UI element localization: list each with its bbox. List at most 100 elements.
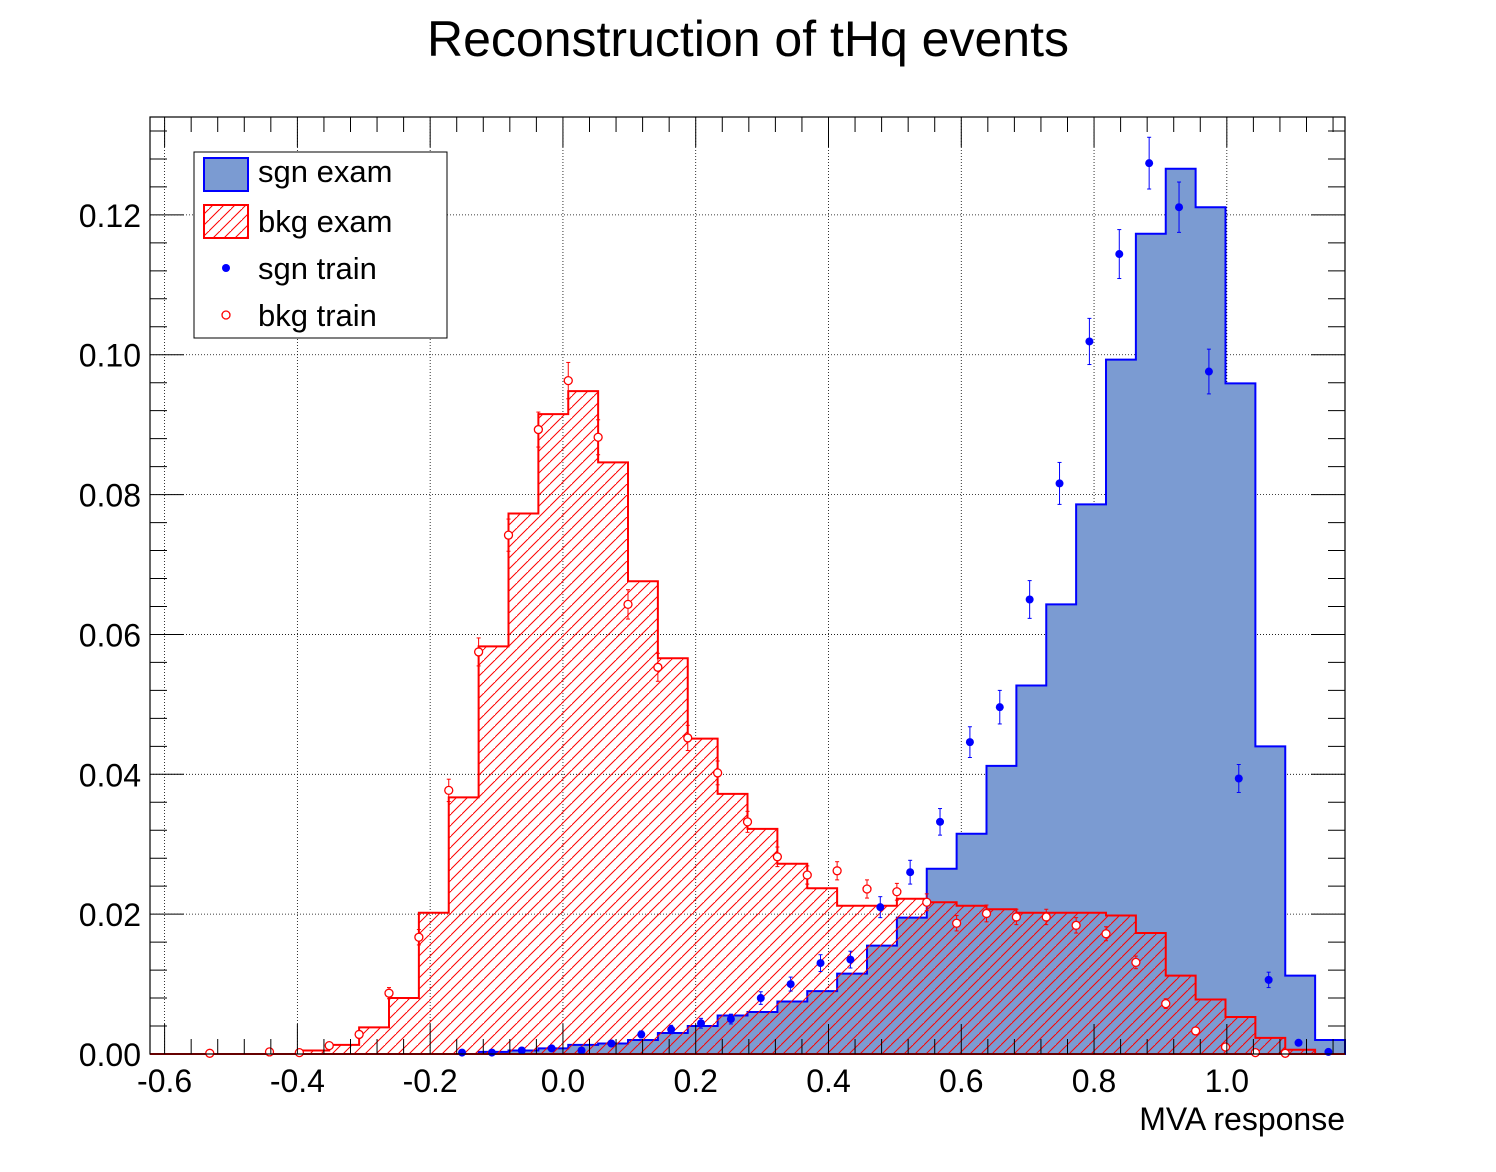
bkg-train-point-1 — [264, 1047, 275, 1057]
x-tick-labels: -0.6 -0.4 -0.2 0.0 0.2 0.4 0.6 0.8 1.0 — [137, 1063, 1249, 1099]
y-tick-label-2: 0.04 — [79, 757, 141, 793]
sgn-train-point-24 — [1175, 203, 1184, 212]
y-tick-label-5: 0.10 — [79, 338, 141, 374]
x-axis-label: MVA response — [1139, 1101, 1345, 1137]
sgn-train-point-19 — [1025, 595, 1034, 604]
sgn-train-point-7 — [667, 1025, 676, 1034]
bkg-train-point-16 — [712, 768, 723, 778]
bkg-train-point-31 — [1161, 999, 1171, 1009]
y-tick-label-3: 0.06 — [79, 617, 141, 653]
bkg-train-point-20 — [832, 866, 842, 876]
bkg-train-point-21 — [862, 884, 872, 894]
sgn-train-point-13 — [846, 955, 855, 964]
bkg-train-point-33 — [1220, 1042, 1231, 1052]
bkg-train-point-14 — [653, 662, 663, 672]
bkg-train-point-5 — [384, 988, 394, 998]
sgn-train-point-2 — [517, 1046, 526, 1055]
chart-title: Reconstruction of tHq events — [427, 11, 1069, 67]
sgn-train-point-11 — [786, 980, 795, 989]
bkg-train-point-28 — [1071, 920, 1081, 930]
sgn-train-point-0 — [458, 1048, 467, 1057]
x-tick-label-2: -0.2 — [403, 1063, 458, 1099]
sgn-train-point-5 — [607, 1039, 616, 1048]
bkg-train-point-22 — [892, 887, 902, 897]
bkg-train-point-29 — [1101, 929, 1111, 939]
legend-label-sgn-train: sgn train — [258, 251, 377, 286]
bkg-train-point-13 — [623, 599, 633, 610]
sgn-train-point-25 — [1204, 367, 1213, 376]
legend-swatch-sgn-train — [222, 264, 230, 272]
sgn-train-point-18 — [995, 703, 1004, 712]
bkg-train-point-25 — [981, 908, 992, 919]
sgn-train-point-20 — [1055, 479, 1064, 488]
bkg-train-point-6 — [414, 932, 424, 942]
sgn-train-point-14 — [876, 903, 885, 912]
bkg-train-point-18 — [772, 852, 783, 862]
sgn-train-point-3 — [547, 1044, 556, 1053]
bkg-train-point-7 — [444, 785, 454, 796]
bkg-train-point-17 — [742, 817, 753, 827]
sgn-train-point-29 — [1324, 1047, 1333, 1056]
sgn-train-point-8 — [697, 1019, 706, 1028]
sgn-train-point-28 — [1294, 1038, 1303, 1047]
bkg-train-point-2 — [294, 1047, 305, 1058]
legend-label-bkg-train: bkg train — [258, 298, 377, 333]
sgn-train-point-15 — [906, 868, 915, 877]
bkg-train-point-3 — [324, 1040, 334, 1051]
x-tick-label-4: 0.2 — [673, 1063, 717, 1099]
sgn-train-point-4 — [577, 1046, 586, 1055]
y-tick-labels: 0.00 0.02 0.04 0.06 0.08 0.10 0.12 — [79, 198, 141, 1073]
legend: sgn exam bkg exam sgn train bkg train — [193, 151, 448, 339]
x-tick-label-1: -0.4 — [270, 1063, 325, 1099]
bkg-train-point-24 — [951, 918, 962, 928]
bkg-train-point-35 — [1280, 1048, 1290, 1058]
legend-label-sgn-exam: sgn exam — [258, 154, 392, 189]
legend-swatch-sgn-exam — [203, 157, 249, 192]
legend-label-bkg-exam: bkg exam — [258, 204, 392, 239]
bkg-train-point-11 — [563, 375, 573, 386]
bkg-exam-histogram — [150, 390, 1345, 1055]
legend-swatch-bkg-exam — [203, 204, 249, 239]
sgn-train-point-22 — [1115, 250, 1124, 259]
x-tick-label-7: 0.8 — [1072, 1063, 1116, 1099]
sgn-train-point-12 — [816, 959, 825, 968]
bkg-train-points — [205, 361, 1290, 1058]
sgn-train-point-6 — [637, 1030, 646, 1039]
bkg-exam-series — [150, 390, 1345, 1055]
sgn-train-point-27 — [1264, 975, 1273, 984]
bkg-train-point-9 — [503, 530, 514, 540]
axis-ticks — [150, 117, 1345, 1055]
x-tick-label-6: 0.6 — [939, 1063, 983, 1099]
y-tick-label-4: 0.08 — [79, 478, 141, 514]
bkg-train-point-34 — [1250, 1047, 1261, 1058]
bkg-train-point-27 — [1041, 912, 1051, 922]
legend-swatch-bkg-train — [221, 310, 231, 320]
sgn-train-point-10 — [756, 994, 765, 1003]
x-tick-label-0: -0.6 — [137, 1063, 192, 1099]
bkg-train-point-0 — [205, 1048, 215, 1058]
y-tick-label-6: 0.12 — [79, 198, 141, 234]
bkg-train-point-19 — [802, 870, 812, 880]
bkg-train-point-32 — [1190, 1026, 1201, 1036]
bkg-train-point-10 — [533, 424, 544, 435]
y-tick-label-0: 0.00 — [79, 1037, 141, 1073]
sgn-train-point-26 — [1234, 774, 1243, 783]
sgn-train-point-23 — [1145, 159, 1154, 168]
y-tick-label-1: 0.02 — [79, 897, 141, 933]
x-tick-label-8: 1.0 — [1205, 1063, 1249, 1099]
bkg-train-point-8 — [473, 647, 484, 657]
bkg-train-point-30 — [1131, 957, 1141, 968]
sgn-train-points — [458, 136, 1333, 1057]
plot-frame — [149, 116, 1346, 1055]
sgn-train-point-16 — [936, 817, 945, 826]
bkg-train-point-4 — [354, 1029, 364, 1040]
bkg-train-point-26 — [1011, 912, 1022, 922]
bkg-train-point-12 — [593, 432, 603, 442]
x-tick-label-5: 0.4 — [806, 1063, 850, 1099]
x-tick-label-3: 0.0 — [541, 1063, 585, 1099]
sgn-train-point-17 — [965, 738, 974, 747]
sgn-train-point-21 — [1085, 337, 1094, 346]
bkg-train-point-23 — [922, 897, 932, 907]
bkg-train-point-15 — [683, 733, 693, 743]
